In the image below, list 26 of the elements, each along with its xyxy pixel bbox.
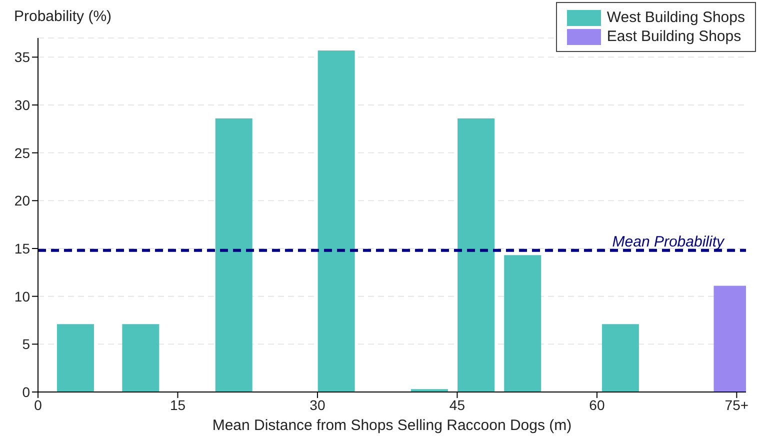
bar xyxy=(122,324,160,392)
x-axis-title: Mean Distance from Shops Selling Raccoon Dogs (m) xyxy=(212,417,572,434)
x-tick-label: 45 xyxy=(449,396,466,413)
y-tick-label: 0 xyxy=(22,384,30,400)
y-tick-label: 35 xyxy=(14,49,30,66)
legend-label: East Building Shops xyxy=(606,28,742,45)
bar xyxy=(602,324,639,392)
y-tick-label: 10 xyxy=(14,288,30,304)
y-tick-label: 5 xyxy=(22,336,30,352)
x-tick-label: 15 xyxy=(170,396,186,413)
y-tick-label: 15 xyxy=(14,240,30,256)
y-tick-label: 20 xyxy=(14,192,30,209)
legend-label: West Building Shops xyxy=(606,9,745,26)
y-tick-label: 25 xyxy=(14,144,30,161)
y-axis-title: Probability (%) xyxy=(14,8,112,25)
bar xyxy=(318,50,355,392)
x-tick-label: 60 xyxy=(589,396,605,413)
x-tick-label: 0 xyxy=(34,396,42,413)
bar xyxy=(56,324,94,392)
bar xyxy=(215,118,252,392)
ref-line-label: Mean Probability xyxy=(612,233,726,250)
bar xyxy=(458,118,495,392)
x-tick-label: 75+ xyxy=(724,396,749,413)
bar xyxy=(504,255,542,392)
y-tick-label: 30 xyxy=(14,96,30,113)
x-tick-label: 30 xyxy=(310,396,326,413)
